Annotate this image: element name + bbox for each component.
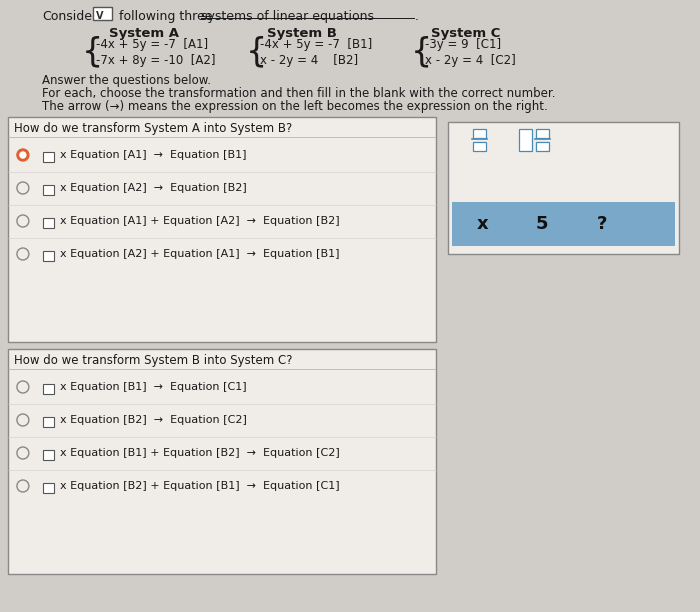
Text: System A: System A <box>109 27 179 40</box>
FancyBboxPatch shape <box>519 129 532 151</box>
Text: ?: ? <box>596 215 607 233</box>
FancyBboxPatch shape <box>536 142 550 151</box>
Text: For each, choose the transformation and then fill in the blank with the correct : For each, choose the transformation and … <box>42 87 555 100</box>
Text: How do we transform System B into System C?: How do we transform System B into System… <box>14 354 293 367</box>
Text: V: V <box>95 11 103 21</box>
Text: x Equation [B2]  →  Equation [C2]: x Equation [B2] → Equation [C2] <box>60 415 246 425</box>
Text: -4x + 5y = -7  [A1]: -4x + 5y = -7 [A1] <box>95 38 208 51</box>
FancyBboxPatch shape <box>452 202 675 246</box>
Text: x - 2y = 4    [B2]: x - 2y = 4 [B2] <box>260 54 358 67</box>
Text: System C: System C <box>430 27 500 40</box>
Text: The arrow (→) means the expression on the left becomes the expression on the rig: The arrow (→) means the expression on th… <box>42 100 547 113</box>
Text: -7x + 8y = -10  [A2]: -7x + 8y = -10 [A2] <box>95 54 215 67</box>
Text: x Equation [B1] + Equation [B2]  →  Equation [C2]: x Equation [B1] + Equation [B2] → Equati… <box>60 448 340 458</box>
Text: {: { <box>411 35 432 68</box>
Text: x Equation [A1]  →  Equation [B1]: x Equation [A1] → Equation [B1] <box>60 150 246 160</box>
Text: Conside: Conside <box>42 10 92 23</box>
FancyBboxPatch shape <box>43 185 54 195</box>
FancyBboxPatch shape <box>473 129 486 138</box>
FancyBboxPatch shape <box>8 117 436 342</box>
Text: x Equation [B1]  →  Equation [C1]: x Equation [B1] → Equation [C1] <box>60 382 246 392</box>
FancyBboxPatch shape <box>43 450 54 460</box>
Text: x Equation [A1] + Equation [A2]  →  Equation [B2]: x Equation [A1] + Equation [A2] → Equati… <box>60 216 340 226</box>
FancyBboxPatch shape <box>536 129 550 138</box>
Text: -3y = 9  [C1]: -3y = 9 [C1] <box>425 38 501 51</box>
FancyBboxPatch shape <box>43 483 54 493</box>
FancyBboxPatch shape <box>8 349 436 574</box>
Text: {: { <box>82 35 103 68</box>
Text: x Equation [A2] + Equation [A1]  →  Equation [B1]: x Equation [A2] + Equation [A1] → Equati… <box>60 249 340 259</box>
Text: x - 2y = 4  [C2]: x - 2y = 4 [C2] <box>425 54 516 67</box>
Text: x: x <box>477 215 489 233</box>
Text: How do we transform System A into System B?: How do we transform System A into System… <box>14 122 292 135</box>
FancyBboxPatch shape <box>43 384 54 394</box>
Text: x Equation [A2]  →  Equation [B2]: x Equation [A2] → Equation [B2] <box>60 183 246 193</box>
Text: .: . <box>415 10 419 23</box>
Text: System B: System B <box>267 27 337 40</box>
FancyBboxPatch shape <box>448 122 678 254</box>
FancyBboxPatch shape <box>43 152 54 162</box>
Text: systems of linear equations: systems of linear equations <box>201 10 374 23</box>
FancyBboxPatch shape <box>43 417 54 427</box>
Text: Answer the questions below.: Answer the questions below. <box>42 74 211 87</box>
Text: x Equation [B2] + Equation [B1]  →  Equation [C1]: x Equation [B2] + Equation [B1] → Equati… <box>60 481 340 491</box>
FancyBboxPatch shape <box>43 218 54 228</box>
Text: following three: following three <box>116 10 217 23</box>
FancyBboxPatch shape <box>92 7 113 20</box>
Text: {: { <box>246 35 267 68</box>
FancyBboxPatch shape <box>473 142 486 151</box>
Text: -4x + 5y = -7  [B1]: -4x + 5y = -7 [B1] <box>260 38 372 51</box>
FancyBboxPatch shape <box>43 251 54 261</box>
Text: 5: 5 <box>536 215 549 233</box>
Circle shape <box>20 152 26 158</box>
Circle shape <box>17 149 29 161</box>
